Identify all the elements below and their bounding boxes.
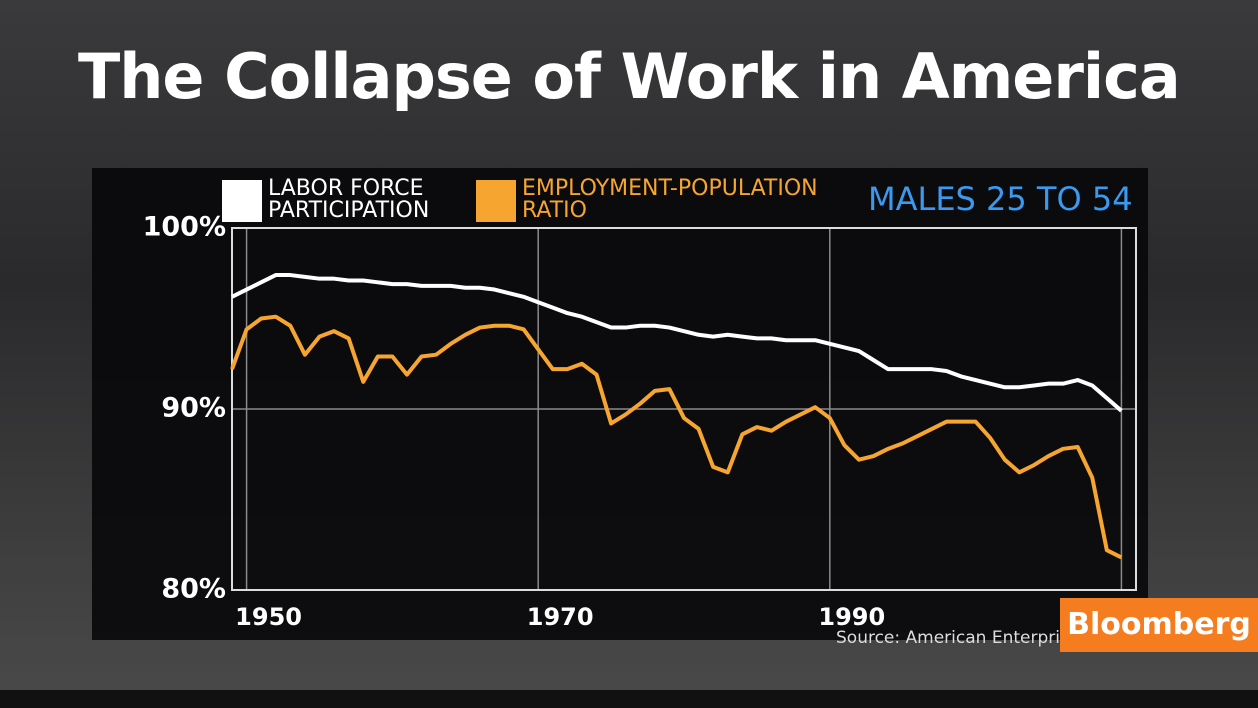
plot-frame (231, 227, 1137, 591)
y-tick-label: 100% (143, 212, 226, 243)
x-tick-label: 1950 (235, 603, 302, 631)
chart-panel (92, 168, 1148, 640)
chart-title: The Collapse of Work in America (78, 40, 1181, 113)
chart-subtitle: MALES 25 TO 54 (868, 180, 1133, 218)
x-tick-label: 1990 (818, 603, 885, 631)
data-line (231, 273, 1123, 413)
legend-label: LABOR FORCE PARTICIPATION (268, 176, 430, 223)
source-note: Source: American Enterprise (836, 628, 1080, 648)
player-bar (0, 690, 1258, 708)
data-line (230, 314, 1123, 560)
legend-swatch (222, 180, 262, 222)
legend-label: EMPLOYMENT-POPULATION RATIO (522, 176, 818, 223)
legend-swatch (476, 180, 516, 222)
y-tick-label: 80% (161, 574, 226, 605)
y-tick-label: 90% (161, 393, 226, 424)
x-tick-label: 1970 (527, 603, 594, 631)
brand-logo: Bloomberg (1060, 598, 1258, 652)
